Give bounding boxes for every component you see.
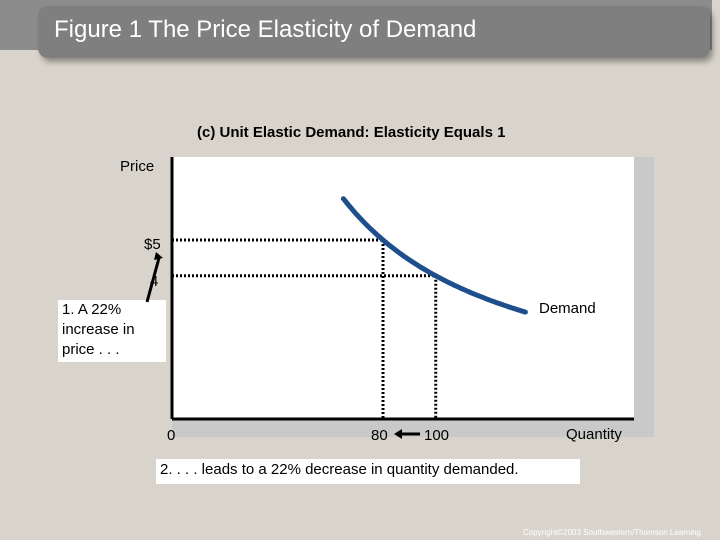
y-tick-4: 4 [150, 273, 159, 290]
y-axis-label: Price [120, 158, 155, 175]
title-banner [38, 6, 710, 58]
x-axis-label: Quantity [566, 426, 622, 443]
price-change-note: 1. A 22% increase in price . . . [58, 300, 166, 362]
y-tick-5: $5 [144, 236, 161, 253]
quantity-change-note: 2. . . . leads to a 22% decrease in quan… [156, 459, 580, 484]
slide-title: Figure 1 The Price Elasticity of Demand [54, 16, 477, 43]
price-arrow-line [145, 257, 161, 303]
price-arrow-head [154, 252, 163, 260]
demand-curve [340, 196, 528, 315]
demand-label: Demand [539, 300, 596, 317]
x-tick-80: 80 [371, 427, 388, 444]
copyright-text: Copyright©2003 Southwestern/Thomson Lear… [523, 528, 701, 537]
x-tick-100: 100 [424, 427, 450, 444]
x-tick-0: 0 [167, 427, 176, 444]
demand-point-0 [380, 237, 386, 243]
quantity-arrow-head [394, 429, 402, 439]
chart-title: (c) Unit Elastic Demand: Elasticity Equa… [197, 124, 506, 141]
plot-area [172, 157, 634, 419]
demand-point-1 [433, 273, 439, 279]
